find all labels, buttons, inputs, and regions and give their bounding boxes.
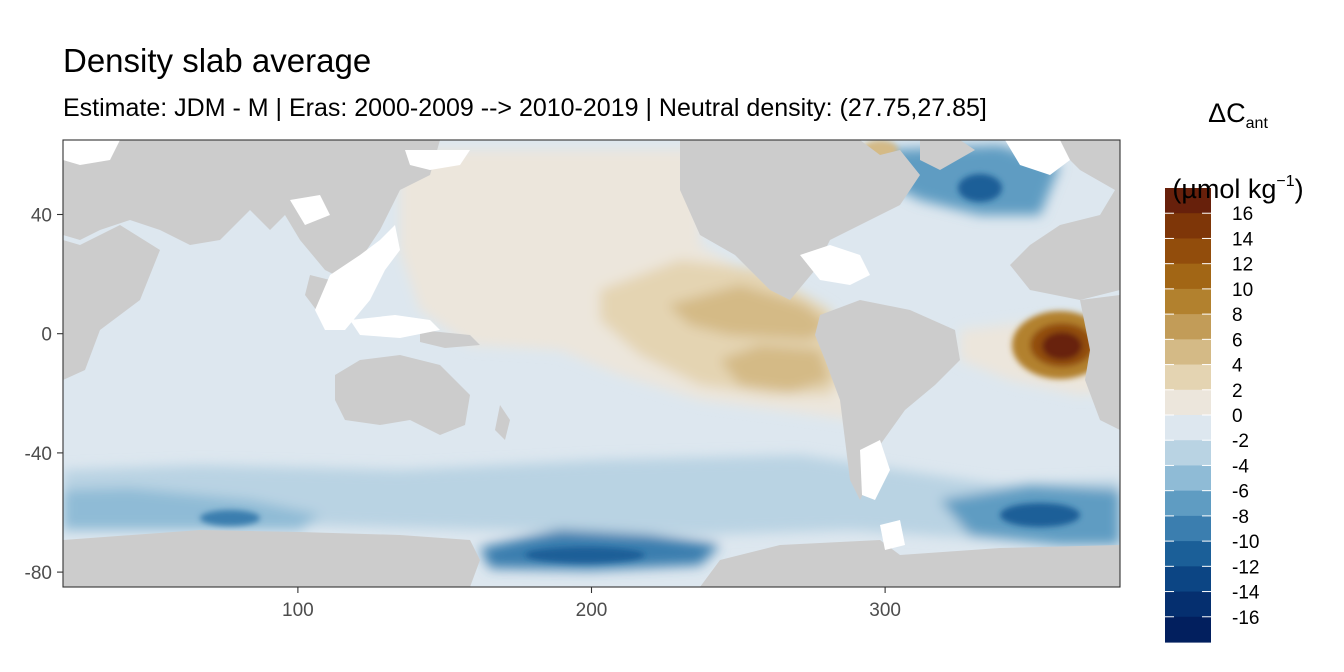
colorbar-label: -12 [1232, 557, 1259, 578]
colorbar-label: 12 [1232, 255, 1253, 276]
legend-title-quantity: ΔCant [1163, 84, 1313, 153]
colorbar-bin-6 [1165, 339, 1211, 366]
land-australia [335, 355, 470, 435]
missing-cells-west-pacific [315, 225, 400, 330]
colorbar-label: 2 [1232, 381, 1243, 402]
land-africa [63, 225, 160, 380]
anomaly-hotspots [200, 140, 1108, 563]
colorbar-bin-13 [1165, 515, 1211, 542]
colorbar-label: 10 [1232, 280, 1253, 301]
x-tick-label: 300 [869, 600, 901, 621]
colorbar-legend: 16 14 12 10 8 6 4 2 0 -2 -4 -6 -8 -10 -12 -14 -16 [1165, 188, 1260, 643]
colorbar-bin-3 [1165, 263, 1211, 290]
colorbar-bin-10 [1165, 440, 1211, 467]
colorbar-label: -16 [1232, 608, 1259, 629]
land-eurasia-africa-west [63, 140, 440, 280]
legend-unit-open: (µmol kg [1172, 174, 1277, 204]
land-africa-east [1080, 295, 1120, 430]
colorbar-bin-4 [1165, 288, 1211, 315]
land-new-guinea [420, 330, 480, 348]
colorbar-bin-7 [1165, 364, 1211, 391]
colorbar-bin-1 [1165, 213, 1211, 240]
land-masses [63, 140, 1120, 587]
colorbar-bin-9 [1165, 415, 1211, 441]
x-tick-label: 100 [282, 600, 314, 621]
colorbar-bin-17 [1165, 616, 1211, 643]
colorbar-label: -10 [1232, 532, 1259, 553]
eastern-pacific-core-anomaly [668, 285, 830, 340]
land-new-zealand [495, 405, 510, 440]
legend-title-main: ΔC [1208, 98, 1246, 128]
chart-title: Density slab average [63, 42, 372, 79]
colorbar-bin-15 [1165, 566, 1211, 593]
chart-subtitle: Estimate: JDM - M | Eras: 2000-2009 --> … [63, 94, 987, 122]
colorbar-label: 0 [1232, 406, 1243, 427]
colorbar-label: -8 [1232, 507, 1249, 528]
colorbar-bin-16 [1165, 591, 1211, 618]
southeast-pacific-core-anomaly [720, 345, 830, 392]
ross-core [525, 547, 645, 563]
legend-title-subscript: ant [1245, 115, 1268, 132]
y-tick-label: -40 [25, 444, 52, 465]
map-panel [63, 140, 1120, 587]
colorbar-bin-5 [1165, 314, 1211, 340]
missing-cells [63, 140, 1070, 550]
colorbar-label: 4 [1232, 356, 1243, 377]
irminger-core [958, 174, 1002, 202]
colorbar-label: 14 [1232, 229, 1254, 250]
missing-cells-arctic [63, 140, 120, 165]
x-axis: 100 200 300 [282, 587, 901, 621]
colorbar-label: 6 [1232, 330, 1243, 351]
colorbar-bin-2 [1165, 238, 1211, 265]
colorbar-label: -2 [1232, 431, 1249, 452]
legend-unit-close: ) [1294, 174, 1304, 204]
hotspot-core [1042, 332, 1082, 360]
indian-core [200, 510, 260, 526]
legend-title-unit: (µmol kg−1) [1163, 153, 1313, 218]
missing-cells-east-asia [290, 195, 330, 225]
land-greenland-europe [920, 140, 1120, 300]
missing-cells-antarctic-peninsula [880, 520, 905, 550]
weddell-core [1000, 503, 1080, 527]
missing-cells-pacific-rim [405, 150, 470, 170]
missing-cells-north-atlantic [1005, 140, 1070, 175]
land-north-america [680, 140, 920, 300]
y-tick-label: 40 [31, 206, 52, 227]
colorbar-bin-14 [1165, 541, 1211, 567]
colorbar-bin-12 [1165, 490, 1211, 517]
colorbar-label: -14 [1232, 583, 1260, 604]
colorbar-label: 8 [1232, 305, 1243, 326]
legend-title: ΔCant (µmol kg−1) [1163, 84, 1313, 218]
land-south-america [815, 300, 960, 500]
y-axis: 40 0 -40 -80 [25, 206, 63, 584]
colorbar-label: 16 [1232, 204, 1253, 225]
missing-cells-caribbean [800, 245, 870, 285]
missing-cells-patagonia [860, 440, 890, 500]
colorbar-bin-0 [1165, 188, 1211, 214]
land-antarctica [63, 530, 1120, 587]
legend-unit-superscript: −1 [1276, 173, 1295, 190]
y-tick-label: -80 [25, 563, 52, 584]
x-tick-label: 200 [576, 600, 608, 621]
colorbar-bin-11 [1165, 465, 1211, 492]
missing-cells-indonesia [350, 315, 440, 338]
colorbar-bin-8 [1165, 389, 1211, 416]
colorbar-label: -6 [1232, 482, 1249, 503]
colorbar-label: -4 [1232, 456, 1249, 477]
y-tick-label: 0 [41, 325, 52, 346]
